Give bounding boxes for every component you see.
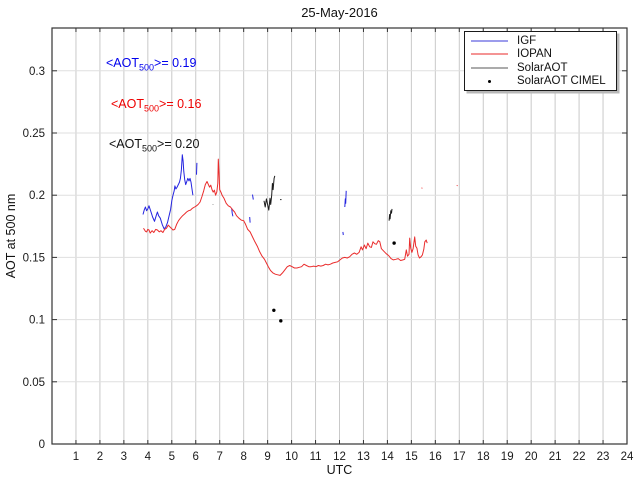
annotation-text: >= 0.16 [159, 97, 202, 111]
y-tick-label: 0.15 [23, 252, 45, 264]
annotation-subscript: 500 [142, 143, 158, 154]
x-tick-label: 2 [97, 451, 103, 463]
legend-item-iopan: IOPAN [465, 48, 616, 61]
y-tick-label: 0.25 [23, 128, 45, 140]
annotation-text: >= 0.20 [157, 137, 200, 151]
x-tick-label: 4 [145, 451, 152, 463]
annotation-text: <AOT [109, 137, 142, 151]
series-iopan [421, 187, 423, 189]
x-tick-label: 18 [477, 451, 490, 463]
x-tick-label: 8 [240, 451, 246, 463]
series-igf [252, 194, 254, 200]
legend-label: SolarAOT [517, 61, 568, 74]
x-tick-label: 12 [333, 451, 346, 463]
y-tick-label: 0 [39, 439, 45, 451]
x-tick-label: 7 [217, 451, 223, 463]
annotation-text: <AOT [111, 97, 144, 111]
x-tick-label: 19 [501, 451, 514, 463]
legend-dot-swatch [465, 79, 514, 83]
legend-line-swatch [465, 66, 514, 69]
y-axis-label: AOT at 500 nm [4, 193, 18, 279]
series-iopan [143, 158, 428, 276]
x-axis-label: UTC [326, 463, 353, 477]
legend-line-swatch [465, 53, 514, 56]
x-tick-label: 5 [169, 451, 175, 463]
x-tick-label: 20 [525, 451, 538, 463]
x-tick-label: 17 [453, 451, 466, 463]
series-solaraot-cimel-dot [272, 308, 276, 312]
series-iopan [456, 184, 458, 187]
legend-label: IOPAN [517, 48, 552, 61]
chart-title: 25-May-2016 [301, 5, 378, 20]
legend-item-solaraot: SolarAOT [465, 61, 616, 74]
y-tick-label: 0.05 [23, 377, 45, 389]
legend-label: IGF [517, 34, 537, 47]
series-solaraot [263, 175, 276, 211]
mean-aot-annotation-igf: <AOT500>= 0.19 [106, 56, 196, 73]
series-solaraot [388, 208, 393, 221]
x-tick-label: 13 [357, 451, 370, 463]
mean-aot-annotation-iopan: <AOT500>= 0.16 [111, 97, 201, 114]
x-tick-label: 22 [573, 451, 586, 463]
legend-line-swatch [465, 39, 514, 42]
x-tick-label: 16 [429, 451, 442, 463]
y-tick-label: 0.1 [29, 315, 45, 327]
series-igf [344, 190, 347, 208]
y-tick-label: 0.2 [29, 190, 45, 202]
annotation-subscript: 500 [144, 103, 160, 114]
mean-aot-annotation-solaraot: <AOT500>= 0.20 [109, 137, 199, 154]
legend-item-igf: IGF [465, 34, 616, 47]
series-solaraot-cimel-dot [279, 319, 283, 323]
x-tick-label: 1 [73, 451, 79, 463]
series-solaraot-cimel-dot [392, 241, 396, 245]
x-tick-label: 24 [621, 451, 634, 463]
x-tick-label: 15 [405, 451, 418, 463]
annotation-text: <AOT [106, 56, 139, 70]
x-tick-label: 11 [310, 451, 322, 463]
x-tick-label: 6 [193, 451, 199, 463]
x-tick-label: 10 [285, 451, 298, 463]
x-tick-label: 14 [381, 451, 394, 463]
legend-item-solaraot-cimel: SolarAOT CIMEL [465, 75, 616, 88]
series-igf [231, 208, 234, 217]
y-tick-label: 0.3 [29, 66, 45, 78]
annotation-subscript: 500 [139, 62, 155, 73]
x-tick-label: 23 [597, 451, 610, 463]
legend-label: SolarAOT CIMEL [517, 75, 606, 88]
x-tick-label: 21 [549, 451, 562, 463]
legend: IGF IOPAN SolarAOT SolarAOT CIMEL [464, 31, 617, 91]
annotation-text: >= 0.19 [154, 56, 197, 70]
series-igf [142, 154, 194, 230]
x-tick-label: 9 [264, 451, 270, 463]
x-tick-label: 3 [121, 451, 127, 463]
